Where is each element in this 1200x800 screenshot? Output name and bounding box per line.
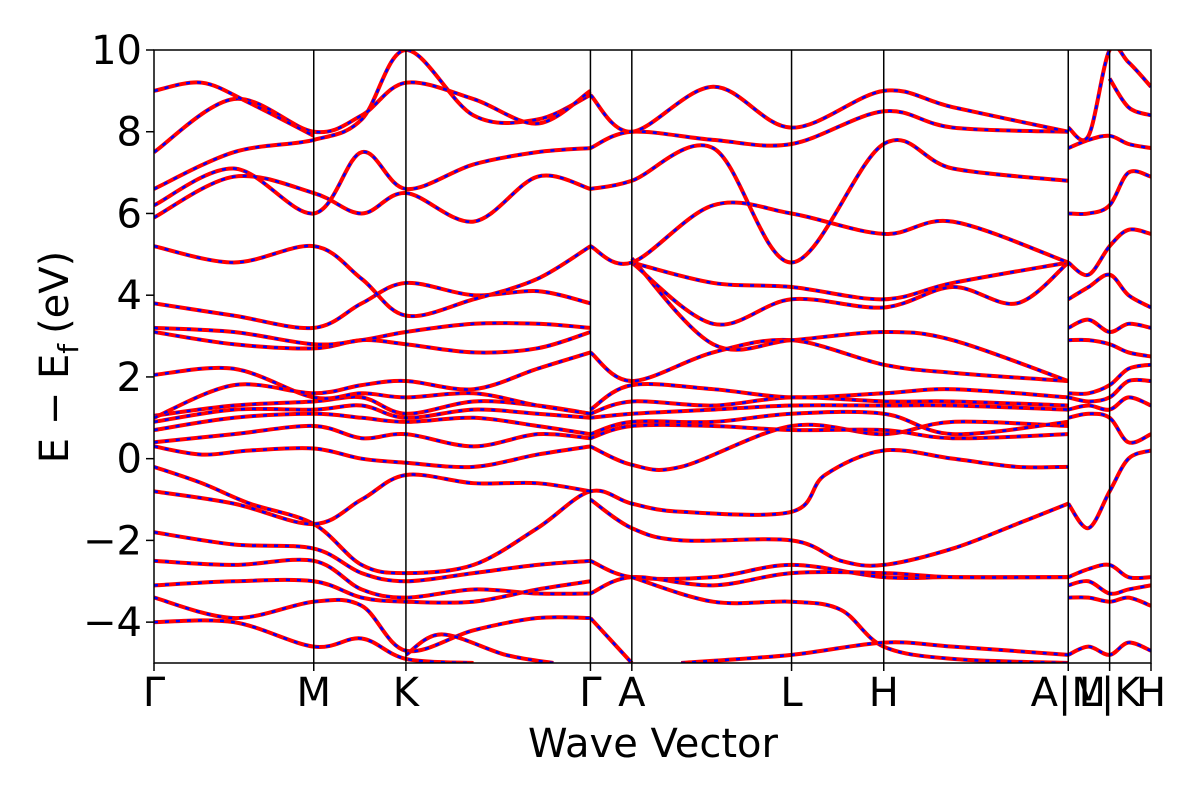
- y-axis-label-unit: (eV): [32, 251, 78, 334]
- band-line-overlay: [154, 244, 592, 318]
- band-line-overlay: [1067, 412, 1151, 445]
- band-line-overlay: [154, 174, 591, 223]
- k-point-label: K: [393, 670, 421, 716]
- y-tick-labels: −4 −2 0 2 4 6 8 10: [83, 28, 142, 646]
- band-line-overlay: [154, 530, 591, 583]
- band-line-overlay: [631, 261, 1069, 301]
- band-line-overlay: [1068, 338, 1151, 358]
- band-line: [154, 243, 592, 319]
- band-lines: [154, 50, 1151, 663]
- band-line: [154, 80, 315, 138]
- k-point-label: Γ: [143, 670, 166, 716]
- k-point-label: Γ: [579, 670, 602, 716]
- band-line: [590, 137, 1069, 265]
- band-line: [588, 84, 1069, 134]
- band-line: [588, 616, 634, 663]
- band-line-overlay: [1068, 169, 1151, 216]
- y-tick-label: 8: [117, 110, 142, 156]
- band-line-overlay: [589, 617, 633, 663]
- band-line: [154, 618, 474, 663]
- band-line: [404, 632, 554, 663]
- band-line-overlay: [1067, 396, 1151, 412]
- band-line: [630, 257, 1069, 383]
- band-line-overlay: [154, 146, 591, 215]
- band-line: [154, 173, 592, 224]
- band-line-overlay: [154, 412, 591, 436]
- k-point-label: A: [618, 670, 646, 716]
- y-axis-label-main: E − E: [32, 354, 78, 464]
- band-line-overlay: [590, 396, 1069, 415]
- band-line: [589, 200, 1069, 266]
- x-axis-label: Wave Vector: [528, 721, 779, 767]
- band-line-overlay: [590, 410, 1069, 436]
- band-line-overlay: [1068, 596, 1151, 607]
- band-line: [589, 337, 1069, 384]
- band-line-overlay: [1067, 449, 1151, 530]
- k-point-labels: Γ M K Γ A L H A|ML|KH: [143, 670, 1166, 716]
- k-point-label: A|M: [1031, 670, 1106, 716]
- band-line-overlay: [589, 382, 1069, 411]
- y-tick-label: 0: [117, 437, 142, 483]
- k-point-label: L|K: [1079, 670, 1143, 716]
- y-tick-label: 6: [117, 191, 142, 237]
- band-line: [154, 50, 592, 191]
- plot-frame: [153, 49, 1152, 664]
- band-line-overlay: [154, 321, 591, 346]
- band-line-overlay: [154, 351, 591, 419]
- y-tick-label: −2: [83, 518, 142, 564]
- band-line-overlay: [681, 641, 1069, 663]
- y-axis-label-subscript: f: [52, 343, 85, 354]
- k-point-lines: [153, 50, 1152, 671]
- band-line-overlay: [589, 559, 1069, 581]
- band-line: [154, 411, 591, 437]
- band-line-overlay: [590, 403, 1069, 420]
- band-line-overlay: [154, 330, 591, 354]
- band-line-overlay: [1067, 134, 1151, 150]
- band-line: [154, 595, 591, 654]
- band-line-overlay: [1068, 363, 1151, 396]
- band-line-overlay: [154, 424, 591, 448]
- y-axis-label: E − Ef (eV): [32, 251, 85, 464]
- band-line-overlay: [154, 81, 315, 137]
- band-line: [631, 260, 1069, 302]
- band-line-overlay: [1067, 378, 1151, 403]
- band-line-overlay: [154, 281, 591, 330]
- band-line-overlay: [590, 423, 1069, 440]
- y-axis-ticks: [146, 49, 154, 623]
- band-line-overlay: [1108, 77, 1151, 117]
- band-line: [589, 419, 1069, 472]
- band-line: [154, 530, 591, 584]
- k-point-label: M: [296, 670, 331, 716]
- band-line-overlay: [154, 81, 592, 154]
- y-tick-label: 10: [91, 28, 142, 74]
- band-line-overlay: [154, 366, 591, 415]
- band-line-overlay: [589, 498, 1069, 567]
- y-tick-label: 4: [117, 273, 142, 319]
- k-point-label: H: [1136, 670, 1166, 716]
- k-point-label: H: [869, 670, 899, 716]
- band-line-overlay: [630, 257, 1069, 383]
- band-line: [1107, 77, 1151, 118]
- y-tick-label: −4: [83, 600, 142, 646]
- band-line-overlay: [154, 445, 591, 469]
- band-line: [631, 575, 1069, 663]
- band-line-overlay: [154, 578, 591, 605]
- band-line: [154, 472, 591, 527]
- y-tick-label: 2: [117, 355, 142, 401]
- band-line-overlay: [1067, 563, 1151, 580]
- band-line-overlay: [154, 395, 591, 417]
- band-line-overlay: [589, 85, 1069, 133]
- band-line-overlay: [631, 261, 1070, 326]
- band-line-overlay: [589, 570, 1069, 595]
- k-point-label: L: [780, 670, 803, 716]
- band-line: [154, 80, 592, 154]
- band-line: [154, 403, 591, 424]
- band-line-overlay: [590, 138, 1069, 264]
